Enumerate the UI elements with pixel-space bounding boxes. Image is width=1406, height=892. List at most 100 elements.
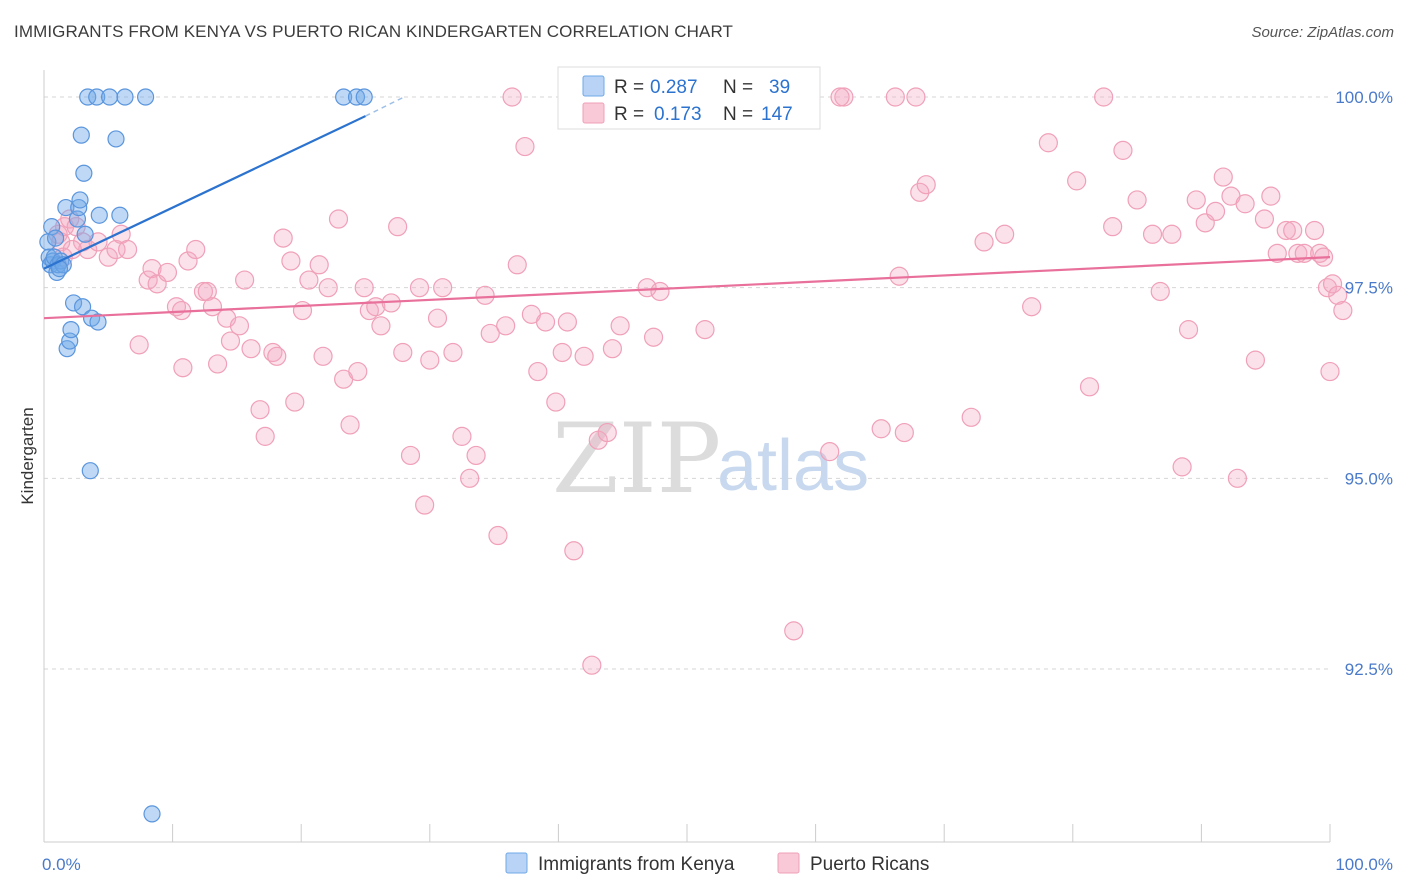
puerto-ricans-point (142, 259, 162, 279)
source-label: Source: ZipAtlas.com (1251, 24, 1394, 41)
puerto-ricans-point (178, 251, 198, 271)
puerto-ricans-trend-line (43, 256, 1331, 320)
puerto-ricans-point (582, 655, 602, 675)
y-tick-label-0: 100.0% (1335, 88, 1393, 107)
kenya-point (111, 206, 129, 224)
puerto-ricans-point (1317, 278, 1338, 298)
puerto-ricans-point (1283, 220, 1303, 241)
tick-labels: 100.0% 97.5% 95.0% 92.5% 0.0% 100.0% (42, 88, 1393, 874)
legend-r-value-puerto-ricans: 0.173 (654, 104, 702, 125)
puerto-ricans-point (186, 239, 206, 260)
series-legend: Immigrants from Kenya Puerto Ricans (505, 852, 929, 875)
puerto-ricans-point (427, 308, 448, 328)
puerto-ricans-point (281, 251, 301, 271)
puerto-ricans-point (400, 445, 421, 466)
kenya-point (136, 88, 155, 106)
puerto-ricans-point (610, 316, 630, 336)
puerto-ricans-point (502, 87, 522, 107)
legend-n-label-puerto-ricans: N = (723, 104, 753, 125)
puerto-ricans-point (1067, 171, 1087, 191)
puerto-ricans-point (452, 426, 472, 446)
y-axis-label: Kindergarten (18, 407, 37, 504)
kenya-points (39, 88, 373, 823)
puerto-ricans-point (488, 525, 508, 546)
puerto-ricans-point (507, 255, 527, 275)
chart-title: IMMIGRANTS FROM KENYA VS PUERTO RICAN KI… (14, 22, 734, 41)
puerto-ricans-point (515, 136, 535, 157)
trend-lines (43, 96, 1331, 320)
puerto-ricans-point (433, 278, 453, 298)
kenya-point (75, 164, 93, 182)
kenya-point (355, 88, 373, 106)
y-tick-label-1: 97.5% (1345, 279, 1393, 298)
puerto-ricans-point (871, 419, 891, 439)
puerto-ricans-point (885, 87, 905, 107)
puerto-ricans-point (250, 400, 270, 420)
kenya-point (62, 321, 80, 339)
x-tick-label-1: 100.0% (1335, 855, 1393, 874)
puerto-ricans-point (1127, 190, 1147, 210)
puerto-ricans-point (1328, 285, 1348, 305)
puerto-ricans-point (894, 422, 914, 443)
puerto-ricans-point (318, 278, 338, 298)
legend-n-label-kenya: N = (723, 77, 753, 98)
puerto-ricans-point (1178, 320, 1199, 340)
puerto-ricans-point (393, 342, 413, 363)
puerto-ricans-point (1142, 224, 1163, 244)
kenya-point (100, 88, 119, 106)
puerto-ricans-point (197, 281, 217, 302)
puerto-ricans-point (98, 247, 118, 267)
kenya-trend-extension (365, 96, 405, 117)
y-tick-label-3: 92.5% (1345, 660, 1393, 679)
puerto-ricans-point (285, 392, 305, 412)
puerto-ricans-point (263, 342, 283, 363)
puerto-ricans-point (546, 392, 566, 412)
puerto-ricans-point (1172, 457, 1192, 477)
puerto-ricans-point (340, 415, 360, 435)
legend-n-value-kenya: 39 (769, 77, 790, 98)
gridlines (44, 96, 1330, 670)
puerto-ricans-point (496, 316, 516, 336)
puerto-ricans-point (695, 320, 715, 340)
puerto-ricans-points (48, 87, 1353, 675)
puerto-ricans-point (830, 87, 850, 107)
puerto-ricans-point (460, 468, 480, 488)
kenya-point (57, 198, 75, 217)
bottom-legend-swatch-puerto-ricans (777, 852, 800, 874)
puerto-ricans-point (267, 346, 287, 366)
legend-swatch-puerto-ricans (582, 102, 605, 124)
watermark-atlas: atlas (717, 426, 869, 506)
puerto-ricans-point (371, 316, 391, 336)
puerto-ricans-point (1333, 300, 1353, 321)
correlation-legend: R = 0.287 N = 39 R = 0.173 N = 147 (557, 66, 821, 130)
kenya-point (79, 88, 97, 106)
legend-r-value-kenya: 0.287 (650, 77, 698, 98)
puerto-ricans-point (354, 278, 374, 298)
puerto-ricans-point (643, 327, 664, 347)
axes (43, 70, 1331, 843)
puerto-ricans-point (328, 209, 349, 229)
puerto-ricans-point (220, 331, 241, 351)
puerto-ricans-point (475, 285, 495, 305)
legend-r-label-kenya: R = (614, 77, 644, 98)
puerto-ricans-point (820, 442, 840, 462)
puerto-ricans-point (241, 339, 261, 359)
puerto-ricans-point (420, 350, 440, 370)
puerto-ricans-point (255, 426, 275, 446)
kenya-point (90, 206, 108, 224)
legend-n-value-puerto-ricans: 147 (761, 104, 793, 125)
puerto-ricans-point (995, 224, 1015, 244)
puerto-ricans-point (650, 281, 670, 302)
kenya-point (143, 805, 161, 823)
puerto-ricans-point (443, 342, 463, 363)
puerto-ricans-point (1094, 87, 1114, 107)
legend-swatch-kenya (582, 75, 605, 97)
puerto-ricans-point (552, 342, 572, 363)
kenya-point (107, 130, 125, 148)
puerto-ricans-point (535, 312, 556, 332)
kenya-point (81, 462, 99, 480)
puerto-ricans-point (1079, 377, 1100, 397)
kenya-point (116, 88, 134, 106)
puerto-ricans-point (597, 422, 617, 443)
